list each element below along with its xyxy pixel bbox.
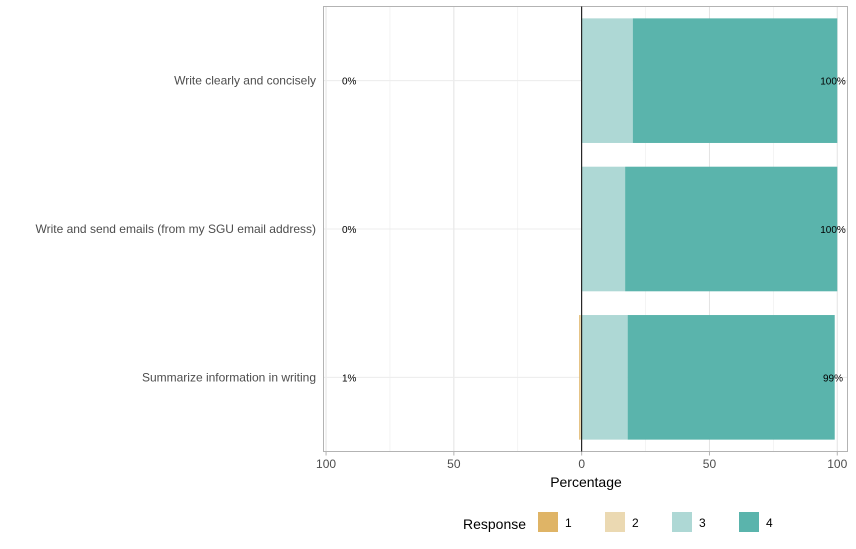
legend: Response 1 2 3 4 (463, 512, 773, 532)
legend-label: 1 (565, 516, 572, 530)
left-percent-label: 0% (342, 77, 357, 88)
legend-title: Response (463, 516, 526, 532)
plot-panel-border (323, 6, 848, 452)
legend-swatch-response-3 (672, 512, 692, 532)
legend-swatch-response-1 (538, 512, 558, 532)
x-tick-label: 100 (316, 457, 336, 471)
left-percent-label: 0% (342, 225, 357, 236)
category-labels: Write clearly and concisely Write and sen… (35, 74, 316, 385)
x-axis-ticks: 100 50 0 50 100 (316, 451, 848, 471)
category-label: Write and send emails (from my SGU email… (35, 222, 316, 236)
x-tick-label: 50 (447, 457, 461, 471)
category-label: Write clearly and concisely (174, 74, 316, 88)
x-tick-label: 50 (703, 457, 717, 471)
x-tick-label: 100 (827, 457, 847, 471)
left-percent-label: 1% (342, 373, 357, 384)
right-percent-label: 99% (823, 373, 843, 384)
legend-swatch-response-2 (605, 512, 625, 532)
x-axis-title: Percentage (550, 474, 622, 490)
legend-label: 4 (766, 516, 773, 530)
bars (579, 18, 838, 440)
legend-label: 2 (632, 516, 639, 530)
bar-segment-response-4 (625, 166, 838, 292)
right-percent-label: 100% (820, 77, 846, 88)
legend-label: 3 (699, 516, 706, 530)
bar-segment-response-4 (627, 315, 835, 440)
bar-segment-response-4 (632, 18, 838, 143)
bar-segment-response-1 (579, 315, 580, 440)
bar-segment-response-3 (581, 166, 626, 292)
right-percent-label: 100% (820, 225, 846, 236)
bar-segment-response-2 (579, 315, 582, 440)
legend-swatch-response-4 (739, 512, 759, 532)
legend-items: 1 2 3 4 (538, 512, 773, 532)
x-tick-label: 0 (578, 457, 585, 471)
percent-labels: 0% 100% 0% 100% 1% 99% (342, 77, 846, 385)
bar-segment-response-3 (581, 18, 633, 143)
category-label: Summarize information in writing (142, 370, 316, 384)
bar-segment-response-3 (581, 315, 628, 440)
